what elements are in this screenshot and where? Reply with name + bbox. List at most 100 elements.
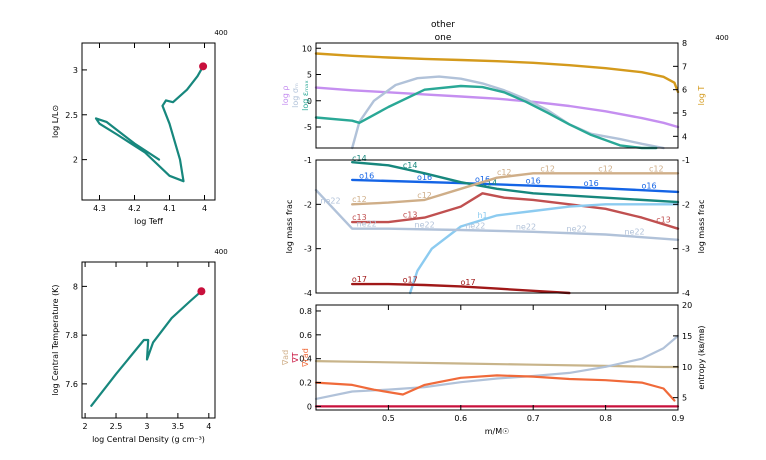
y2-tick-label: -4 [682, 289, 690, 298]
y-tick-label: 0.2 [299, 379, 312, 388]
series-line [351, 160, 680, 204]
y-tick-label: 8 [73, 282, 78, 291]
series-label: ne22 [357, 220, 377, 229]
series-label: c12 [598, 164, 613, 173]
y-tick-label: -1 [304, 156, 312, 165]
plot-frame [315, 42, 679, 149]
series-label: o16 [642, 182, 657, 191]
series-label: c14 [482, 178, 497, 187]
series-label: ne22 [567, 224, 587, 233]
series-label: c13 [656, 215, 671, 224]
series-label: o16 [526, 177, 541, 186]
y-tick-label: -4 [304, 289, 312, 298]
y2-tick-label: 15 [682, 332, 692, 341]
left-series-label: ∇ad [281, 350, 290, 366]
series-label: c13 [352, 213, 367, 222]
x-tick-label: 0.7 [527, 414, 540, 423]
left-series-label: ∇T [291, 352, 300, 363]
y-tick-label: 0 [307, 97, 312, 106]
series-label: h1 [477, 211, 487, 220]
figure-title-sub: one [435, 33, 452, 43]
series-line [314, 86, 680, 129]
y-axis-label: log L/L⊙ [51, 105, 60, 138]
header: other one [431, 20, 455, 43]
x-tick-label: 3.5 [172, 422, 185, 431]
left-series-label: ∇rad [301, 348, 310, 368]
series-label: ne22 [320, 197, 340, 206]
y2-tick-label: 20 [682, 301, 692, 310]
x-tick-label: 2.5 [110, 422, 123, 431]
y-tick-label: 0.8 [299, 307, 312, 316]
series-label: c14 [403, 161, 418, 170]
series-label: o16 [475, 175, 490, 184]
x-tick-label: 0.5 [382, 414, 395, 423]
series-label: o17 [461, 278, 476, 287]
left-series-label: log σₘ [291, 83, 300, 108]
y-tick-label: 3 [73, 66, 78, 75]
series-label: ne22 [465, 221, 485, 230]
x-tick-label: 2 [83, 422, 88, 431]
y2-axis-label: log mass frac [697, 200, 706, 254]
y-tick-label: 2.5 [65, 111, 78, 120]
series-line [351, 192, 680, 230]
series-label: c13 [403, 210, 418, 219]
series-label: c12 [649, 164, 664, 173]
plot-frame [315, 159, 679, 294]
y-tick-label: 10 [302, 44, 312, 53]
x-axis-label: log Teff [134, 217, 163, 226]
y2-tick-label: -3 [682, 245, 690, 254]
y2-tick-label: 10 [682, 363, 692, 372]
y-tick-label: 0.4 [299, 355, 312, 364]
series-label: c12 [417, 191, 432, 200]
series-label: o16 [417, 173, 432, 182]
y-tick-label: 0.6 [299, 331, 312, 340]
series-label: ne22 [516, 223, 536, 232]
panel-gradients: 0.5 0.6 0.7 0.8 0.9 0 0.2 0.4 0.6 0.8 5 10 15 20 m/M☉ ∇… [281, 301, 706, 436]
y-tick-label: 2 [73, 156, 78, 165]
y-tick-label: -2 [304, 200, 312, 209]
panel-central: 2 2.5 3 3.5 4 7.6 7.8 8 log Central Density (g c… [51, 248, 228, 444]
plot-frame [81, 42, 216, 201]
right-series-label: entropy (kʙ/mʙ) [697, 325, 706, 389]
y2-tick-label: 8 [682, 39, 687, 48]
series-line [90, 290, 203, 407]
series-label: o16 [584, 179, 599, 188]
series-line [94, 65, 205, 183]
series-label: c12 [352, 195, 367, 204]
y2-tick-label: -2 [682, 200, 690, 209]
series-line [351, 282, 571, 295]
model-number-label: 400 [214, 29, 227, 37]
x-tick-label: 4.1 [163, 204, 176, 213]
x-tick-label: 4 [206, 422, 211, 431]
x-tick-label: 4.3 [93, 204, 106, 213]
x-tick-label: 0.6 [454, 414, 467, 423]
figure-title-top: other [431, 20, 455, 30]
y-tick-label: -3 [304, 245, 312, 254]
y-axis-label: log mass frac [285, 200, 294, 254]
x-tick-label: 0.8 [599, 414, 612, 423]
series-label: o17 [352, 275, 367, 284]
panel-profile_top: -5 0 5 10 4 5 6 7 8 log ρ log σₘ log εₘₐₓ log T [281, 39, 706, 150]
y2-tick-label: -1 [682, 156, 690, 165]
series-line [314, 374, 676, 402]
series-label: c14 [352, 154, 367, 163]
series-line [351, 75, 665, 150]
panel-hr: 4.3 4.2 4.1 4 2 2.5 3 log Teff log L/L⊙ 400 [51, 29, 228, 226]
x-tick-label: 3 [144, 422, 149, 431]
y-tick-label: 0 [307, 402, 312, 411]
current-model-marker [199, 62, 208, 71]
right-series-label: log T [697, 86, 706, 106]
series-line [408, 203, 680, 295]
series-label: ne22 [415, 220, 435, 229]
x-tick-label: 4 [202, 204, 207, 213]
profile-model-number: 400 [715, 34, 728, 42]
series-label: o16 [359, 171, 374, 180]
series-line [314, 84, 658, 150]
plot-frame [81, 261, 216, 419]
y2-tick-label: 5 [682, 394, 687, 403]
x-axis-label: log Central Density (g cm⁻³) [92, 435, 205, 444]
series-line [314, 334, 680, 400]
